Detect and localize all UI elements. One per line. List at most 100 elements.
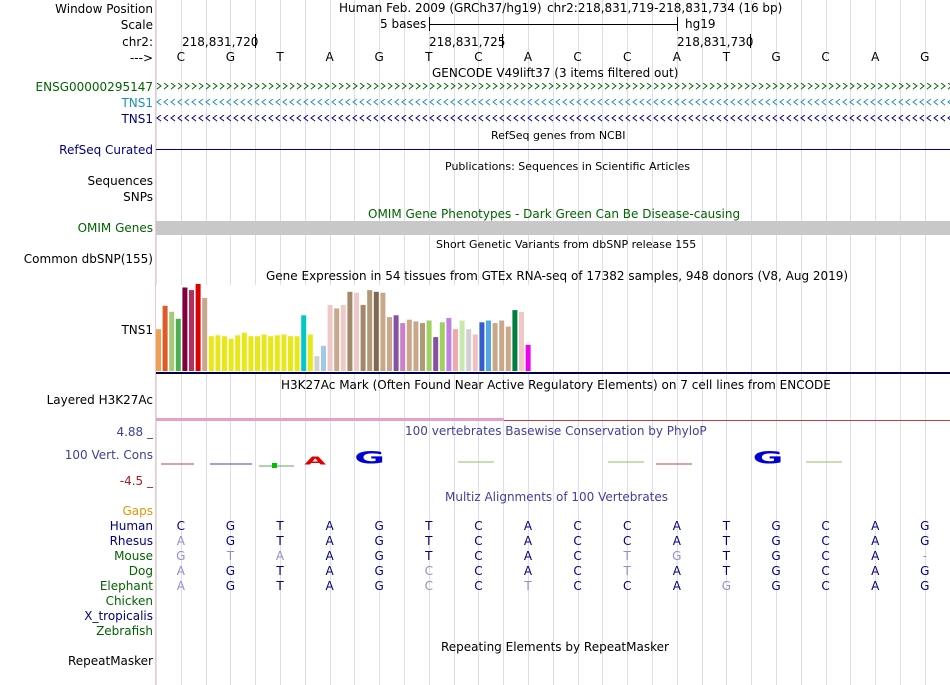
gtex-tissue-bar[interactable] xyxy=(222,336,227,371)
gtex-tissue-bar[interactable] xyxy=(169,311,175,371)
phylop-logo[interactable]: A G G xyxy=(156,448,950,472)
gtex-tissue-bar[interactable] xyxy=(400,323,406,371)
coord-tick-label: 218,831,720 xyxy=(182,35,259,49)
gtex-title[interactable]: Gene Expression in 54 tissues from GTEx … xyxy=(266,269,849,283)
h3k27ac-title[interactable]: H3K27Ac Mark (Often Found Near Active Re… xyxy=(281,378,831,392)
gtex-tissue-bar[interactable] xyxy=(387,317,392,371)
h3k27ac-label[interactable]: Layered H3K27Ac xyxy=(46,393,153,407)
gtex-tissue-bar[interactable] xyxy=(274,335,280,371)
h3k27ac-signal[interactable] xyxy=(156,418,504,421)
gtex-tissue-bar[interactable] xyxy=(373,291,379,371)
gtex-tissue-bar[interactable] xyxy=(156,329,161,371)
gtex-tissue-bar[interactable] xyxy=(228,338,234,371)
gtex-tissue-bar[interactable] xyxy=(189,290,194,371)
gtex-tissue-bar[interactable] xyxy=(406,319,412,371)
gtex-tissue-bar[interactable] xyxy=(294,336,300,371)
multiz-gaps-label[interactable]: Gaps xyxy=(122,504,153,518)
multiz-species-label[interactable]: Human xyxy=(109,519,153,533)
multiz-species-label[interactable]: Dog xyxy=(128,564,153,578)
gtex-tissue-bar[interactable] xyxy=(512,310,518,371)
gtex-tissue-bar[interactable] xyxy=(195,284,201,371)
dbsnp-label[interactable]: Common dbSNP(155) xyxy=(23,252,153,266)
multiz-title[interactable]: Multiz Alignments of 100 Vertebrates xyxy=(445,490,669,504)
gtex-tissue-bar[interactable] xyxy=(492,323,498,371)
gtex-tissue-bar[interactable] xyxy=(446,317,452,371)
gtex-tissue-bar[interactable] xyxy=(235,335,241,371)
gtex-tissue-bar[interactable] xyxy=(268,336,274,371)
gtex-tissue-bar[interactable] xyxy=(334,308,340,371)
gencode-track-label[interactable]: TNS1 xyxy=(121,112,153,126)
gtex-tissue-bar[interactable] xyxy=(459,320,465,372)
phylop-title[interactable]: 100 vertebrates Basewise Conservation by… xyxy=(405,424,707,438)
phylop-label[interactable]: 100 Vert. Cons xyxy=(64,448,153,462)
gtex-tissue-bar[interactable] xyxy=(360,304,366,371)
gtex-bar-chart[interactable] xyxy=(156,284,536,372)
gtex-tissue-bar[interactable] xyxy=(479,322,485,371)
gtex-tissue-bar[interactable] xyxy=(162,305,168,372)
gtex-tissue-bar[interactable] xyxy=(255,336,260,371)
gtex-label[interactable]: TNS1 xyxy=(121,323,153,337)
publications-title[interactable]: Publications: Sequences in Scientific Ar… xyxy=(445,160,690,173)
dbsnp-title[interactable]: Short Genetic Variants from dbSNP releas… xyxy=(436,238,697,251)
repeatmasker-title[interactable]: Repeating Elements by RepeatMasker xyxy=(441,640,669,654)
gencode-track-label[interactable]: TNS1 xyxy=(121,96,153,110)
omim-feature-bar[interactable] xyxy=(156,221,950,235)
gtex-tissue-bar[interactable] xyxy=(393,315,399,371)
gencode-title[interactable]: GENCODE V49lift37 (3 items filtered out) xyxy=(432,66,679,80)
omim-title[interactable]: OMIM Gene Phenotypes - Dark Green Can Be… xyxy=(368,207,741,221)
gencode-track-label[interactable]: ENSG00000295147 xyxy=(35,80,153,94)
gtex-tissue-bar[interactable] xyxy=(215,335,221,371)
gtex-tissue-bar[interactable] xyxy=(307,334,313,372)
gtex-tissue-bar[interactable] xyxy=(519,311,524,371)
multiz-base: A xyxy=(325,549,334,563)
multiz-species-label[interactable]: Mouse xyxy=(114,549,153,563)
multiz-species-label[interactable]: Zebrafish xyxy=(96,624,153,638)
gtex-tissue-bar[interactable] xyxy=(248,336,254,371)
gtex-tissue-bar[interactable] xyxy=(314,356,320,371)
gtex-tissue-bar[interactable] xyxy=(367,290,373,371)
gtex-tissue-bar[interactable] xyxy=(426,320,432,372)
gtex-tissue-bar[interactable] xyxy=(208,336,214,371)
gtex-tissue-bar[interactable] xyxy=(420,323,425,371)
gtex-tissue-bar[interactable] xyxy=(347,291,353,371)
multiz-base: G xyxy=(721,579,732,593)
gtex-tissue-bar[interactable] xyxy=(288,336,293,371)
sequences-label[interactable]: Sequences xyxy=(87,174,153,188)
snps-label[interactable]: SNPs xyxy=(123,190,153,204)
label-column-divider xyxy=(155,0,156,685)
gtex-tissue-bar[interactable] xyxy=(281,334,287,372)
repeatmasker-label[interactable]: RepeatMasker xyxy=(67,654,153,668)
multiz-base: A xyxy=(523,564,533,578)
gtex-tissue-bar[interactable] xyxy=(439,322,445,371)
omim-label[interactable]: OMIM Genes xyxy=(77,221,153,235)
gtex-tissue-bar[interactable] xyxy=(466,329,472,371)
refseq-title[interactable]: RefSeq genes from NCBI xyxy=(491,129,626,142)
gtex-tissue-bar[interactable] xyxy=(261,334,267,372)
multiz-species-label[interactable]: Elephant xyxy=(99,579,153,593)
gtex-tissue-bar[interactable] xyxy=(327,304,333,371)
gtex-tissue-bar[interactable] xyxy=(301,315,307,371)
gtex-tissue-bar[interactable] xyxy=(505,326,511,371)
gtex-tissue-bar[interactable] xyxy=(486,320,491,372)
multiz-species-label[interactable]: Chicken xyxy=(105,594,153,608)
gtex-tissue-bar[interactable] xyxy=(202,297,208,371)
gtex-tissue-bar[interactable] xyxy=(354,292,359,371)
gtex-tissue-bar[interactable] xyxy=(413,321,419,371)
gtex-tissue-bar[interactable] xyxy=(472,334,478,372)
gtex-tissue-bar[interactable] xyxy=(321,345,326,371)
gencode-gene-lines[interactable] xyxy=(156,82,950,126)
position-readout: chr2:218,831,719-218,831,734 (16 bp) xyxy=(547,1,783,15)
gtex-tissue-bar[interactable] xyxy=(453,329,458,371)
gtex-tissue-bar[interactable] xyxy=(182,287,188,372)
gtex-tissue-bar[interactable] xyxy=(175,318,181,371)
refseq-gene-line[interactable] xyxy=(156,149,950,150)
refseq-label[interactable]: RefSeq Curated xyxy=(59,143,153,157)
gtex-tissue-bar[interactable] xyxy=(241,332,247,371)
multiz-species-label[interactable]: X_tropicalis xyxy=(84,609,153,623)
gtex-tissue-bar[interactable] xyxy=(380,292,386,371)
gtex-tissue-bar[interactable] xyxy=(433,337,439,371)
gtex-tissue-bar[interactable] xyxy=(499,320,505,372)
multiz-species-label[interactable]: Rhesus xyxy=(109,534,153,548)
gtex-tissue-bar[interactable] xyxy=(525,344,531,371)
gtex-tissue-bar[interactable] xyxy=(340,304,346,371)
